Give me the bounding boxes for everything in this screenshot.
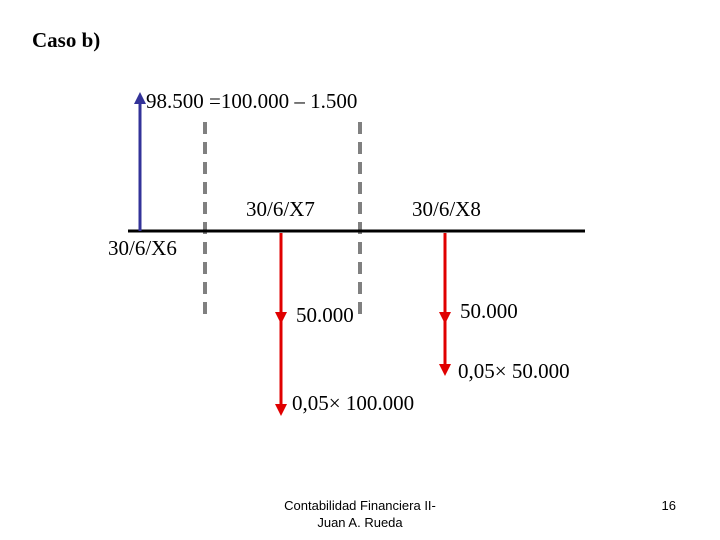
outflow-label: 50.000 (460, 299, 518, 323)
interest-label: 0,05× 50.000 (458, 359, 570, 383)
date-label: 30/6/X7 (246, 197, 315, 221)
outflow-label: 50.000 (296, 303, 354, 327)
page-number: 16 (662, 498, 676, 513)
title: Caso b) (32, 28, 100, 52)
footer-line: Juan A. Rueda (317, 515, 403, 530)
inflow-label: 98.500 =100.000 – 1.500 (146, 89, 357, 113)
date-label: 30/6/X6 (108, 236, 177, 260)
interest-label: 0,05× 100.000 (292, 391, 414, 415)
footer-line: Contabilidad Financiera II- (284, 498, 436, 513)
date-label: 30/6/X8 (412, 197, 481, 221)
